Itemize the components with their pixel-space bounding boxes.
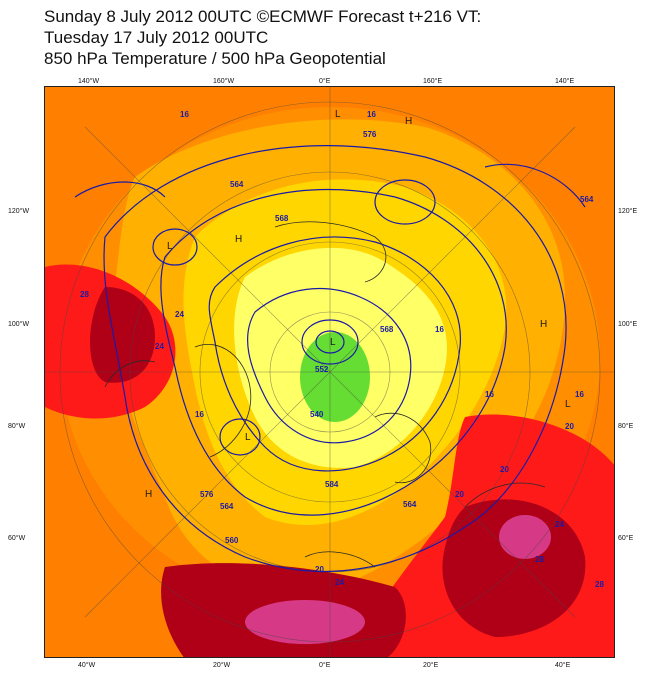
contour-label: 564 bbox=[403, 500, 417, 509]
tick-top-4: 160°E bbox=[423, 78, 443, 85]
contour-label: 576 bbox=[363, 130, 377, 139]
tick-left-3: 80°W bbox=[8, 423, 26, 430]
contour-label: 564 bbox=[580, 195, 594, 204]
tick-top-3: 0°E bbox=[319, 78, 331, 85]
contour-label: 24 bbox=[555, 520, 564, 529]
tick-right-4: 60°E bbox=[618, 535, 634, 542]
contour-label: 552 bbox=[315, 365, 329, 374]
tick-left-2: 100°W bbox=[8, 321, 30, 328]
coastlines bbox=[104, 221, 546, 568]
low-marker: L bbox=[335, 109, 341, 120]
contour-label: 28 bbox=[80, 290, 89, 299]
contour-label: 584 bbox=[325, 480, 339, 489]
contour-label: 28 bbox=[535, 555, 544, 564]
contour-label: 564 bbox=[230, 180, 244, 189]
high-marker: H bbox=[405, 116, 412, 127]
hot-core-south bbox=[245, 600, 365, 644]
contour-label: 564 bbox=[220, 502, 234, 511]
high-marker: H bbox=[540, 319, 547, 330]
contour-label: 16 bbox=[367, 110, 376, 119]
contour-label: 28 bbox=[595, 580, 604, 589]
tick-bottom-1: 40°W bbox=[78, 662, 96, 669]
low-marker: L bbox=[330, 337, 336, 348]
contour-label: 24 bbox=[175, 310, 184, 319]
tick-right-3: 80°E bbox=[618, 423, 634, 430]
low-marker: L bbox=[167, 241, 173, 252]
title-line-3: 850 hPa Temperature / 500 hPa Geopotenti… bbox=[44, 49, 386, 68]
tick-left-4: 60°W bbox=[8, 535, 26, 542]
low-marker: L bbox=[565, 399, 571, 410]
contour-label: 16 bbox=[180, 110, 189, 119]
high-marker: H bbox=[145, 489, 152, 500]
tick-right-2: 100°E bbox=[618, 321, 638, 328]
pressure-markers: H H H H L L L L L bbox=[145, 109, 571, 500]
low-marker: L bbox=[245, 432, 251, 443]
contour-label: 24 bbox=[155, 342, 164, 351]
contour-label: 16 bbox=[485, 390, 494, 399]
tick-bottom-4: 20°E bbox=[423, 662, 439, 669]
contour-label: 24 bbox=[335, 578, 344, 587]
hot-core-east bbox=[499, 515, 551, 559]
title-line-1: Sunday 8 July 2012 00UTC ©ECMWF Forecast… bbox=[44, 7, 482, 26]
high-marker: H bbox=[235, 234, 242, 245]
contour-label: 568 bbox=[380, 325, 394, 334]
contour-label: 568 bbox=[275, 214, 289, 223]
contour-label: 20 bbox=[500, 465, 509, 474]
tick-top-2: 160°W bbox=[213, 78, 235, 85]
tick-bottom-2: 20°W bbox=[213, 662, 231, 669]
title-line-2: Tuesday 17 July 2012 00UTC bbox=[44, 28, 269, 47]
contour-label: 16 bbox=[435, 325, 444, 334]
tick-bottom-3: 0°E bbox=[319, 662, 331, 669]
tick-top-1: 140°W bbox=[78, 78, 100, 85]
dark-red-west bbox=[90, 287, 155, 383]
geopotential-contours bbox=[74, 144, 586, 572]
map-title: Sunday 8 July 2012 00UTC ©ECMWF Forecast… bbox=[44, 6, 604, 69]
contour-labels: 16 16 16 16 16 16 20 20 20 20 24 24 24 2… bbox=[80, 110, 604, 589]
contour-label: 16 bbox=[575, 390, 584, 399]
tick-right-1: 120°E bbox=[618, 208, 638, 215]
contour-label: 576 bbox=[200, 490, 214, 499]
contour-label: 20 bbox=[315, 565, 324, 574]
tick-bottom-5: 40°E bbox=[555, 662, 571, 669]
weather-map: H H H H L L L L L 16 16 16 16 16 16 20 2… bbox=[44, 86, 615, 658]
tick-top-5: 140°E bbox=[555, 78, 575, 85]
contour-label: 540 bbox=[310, 410, 324, 419]
contour-label: 20 bbox=[565, 422, 574, 431]
tick-left-1: 120°W bbox=[8, 208, 30, 215]
map-frame: H H H H L L L L L 16 16 16 16 16 16 20 2… bbox=[44, 86, 615, 658]
contour-label: 560 bbox=[225, 536, 239, 545]
map-canvas: H H H H L L L L L 16 16 16 16 16 16 20 2… bbox=[45, 87, 614, 657]
contour-label: 20 bbox=[455, 490, 464, 499]
contour-label: 16 bbox=[195, 410, 204, 419]
